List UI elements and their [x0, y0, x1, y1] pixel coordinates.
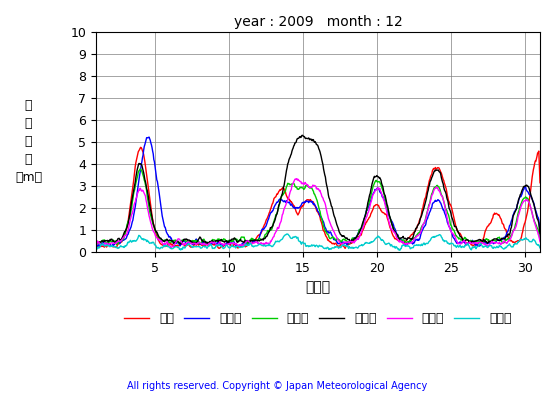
佐多岬 [282, 232, 289, 237]
江ノ島 [299, 200, 306, 205]
福江島 [300, 181, 306, 186]
佐多岬 [93, 247, 99, 252]
江ノ島 [146, 135, 153, 139]
佐多岬 [284, 232, 291, 237]
福江島 [155, 238, 162, 243]
Line: 佐多岬: 佐多岬 [96, 234, 540, 250]
経ヶ岬 [537, 231, 543, 236]
石廊崎 [155, 235, 162, 239]
Line: 松前: 松前 [96, 147, 540, 249]
松前 [282, 192, 289, 196]
佐多岬 [423, 241, 430, 246]
佐多岬 [299, 240, 306, 245]
経ヶ岬 [93, 245, 99, 249]
江ノ島 [93, 247, 99, 252]
江ノ島 [94, 243, 101, 248]
石廊崎 [137, 167, 143, 171]
松前 [412, 229, 418, 233]
福江島 [282, 202, 289, 207]
Legend: 松前, 江ノ島, 石廊崎, 経ヶ岬, 福江島, 佐多岬: 松前, 江ノ島, 石廊崎, 経ヶ岬, 福江島, 佐多岬 [119, 307, 517, 330]
石廊崎 [412, 235, 418, 240]
江ノ島 [537, 229, 543, 234]
福江島 [168, 246, 174, 250]
Line: 江ノ島: 江ノ島 [96, 137, 540, 249]
福江島 [93, 244, 99, 249]
石廊崎 [299, 186, 306, 190]
佐多岬 [412, 243, 419, 248]
石廊崎 [93, 243, 99, 248]
松前 [93, 246, 99, 251]
江ノ島 [155, 187, 162, 192]
石廊崎 [537, 238, 543, 243]
松前 [422, 194, 429, 199]
佐多岬 [155, 245, 162, 250]
江ノ島 [412, 238, 418, 243]
経ヶ岬 [422, 198, 429, 203]
福江島 [412, 235, 419, 240]
佐多岬 [396, 248, 403, 253]
Title: year : 2009   month : 12: year : 2009 month : 12 [234, 15, 402, 29]
松前 [299, 203, 306, 208]
石廊崎 [282, 186, 289, 191]
経ヶ岬 [94, 240, 101, 245]
Line: 経ヶ岬: 経ヶ岬 [96, 135, 540, 247]
福江島 [94, 239, 101, 244]
Line: 福江島: 福江島 [96, 179, 540, 248]
佐多岬 [537, 246, 543, 250]
石廊崎 [94, 239, 101, 244]
経ヶ岬 [282, 175, 289, 180]
福江島 [423, 214, 430, 219]
石廊崎 [422, 215, 429, 220]
松前 [94, 245, 101, 249]
経ヶ岬 [299, 133, 305, 138]
松前 [537, 181, 543, 185]
江ノ島 [282, 200, 289, 205]
X-axis label: （日）: （日） [305, 280, 330, 295]
Line: 石廊崎: 石廊崎 [96, 169, 540, 245]
松前 [137, 145, 144, 150]
福江島 [537, 239, 543, 244]
Y-axis label: 有
義
波
高
（m）: 有 義 波 高 （m） [15, 100, 42, 184]
Text: All rights reserved. Copyright © Japan Meteorological Agency: All rights reserved. Copyright © Japan M… [128, 381, 427, 391]
経ヶ岬 [155, 232, 162, 237]
経ヶ岬 [412, 229, 418, 234]
松前 [155, 238, 162, 243]
佐多岬 [94, 245, 101, 250]
経ヶ岬 [299, 133, 306, 138]
福江島 [294, 176, 300, 181]
江ノ島 [422, 222, 429, 227]
